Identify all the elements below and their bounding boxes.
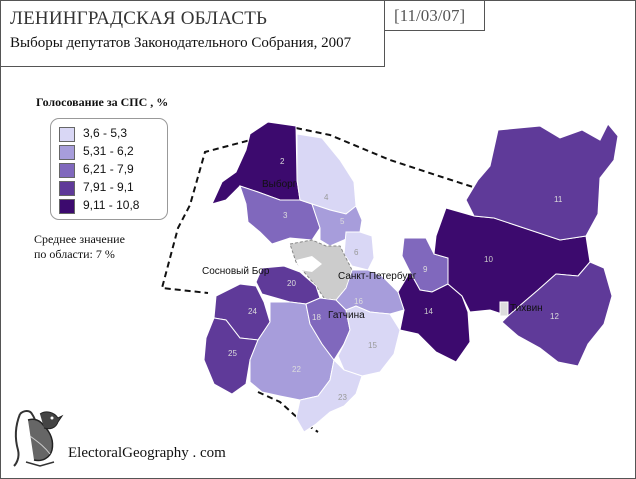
district-number-22: 22 — [292, 365, 301, 374]
city-label-sosnovy-bor: Сосновый Бор — [202, 266, 270, 277]
district-14 — [397, 271, 471, 363]
city-label-spb: Санкт-Петербург — [338, 270, 417, 282]
legend-swatch-4 — [59, 181, 75, 196]
legend-label-1: 3,6 - 5,3 — [83, 126, 128, 140]
bird-logo — [13, 410, 64, 467]
district-15 — [337, 305, 401, 377]
district-number-20: 20 — [287, 279, 296, 288]
title-box: ЛЕНИНГРАДСКАЯ ОБЛАСТЬ Выборы депутатов З… — [0, 0, 385, 67]
map-subtitle: Выборы депутатов Законодательного Собран… — [10, 35, 352, 51]
district-number-23: 23 — [338, 393, 347, 402]
dashed-border-west — [160, 127, 297, 294]
legend-label-4: 7,91 - 9,1 — [83, 180, 134, 194]
average-value: Среднее значение по области: 7 % — [34, 232, 164, 262]
legend-label-2: 5,31 - 6,2 — [83, 144, 134, 158]
dashed-border-north — [295, 127, 477, 189]
legend-title: Голосование за СПС , % — [36, 95, 169, 109]
gulf-white — [296, 256, 322, 272]
district-number-16: 16 — [354, 297, 363, 306]
district-16 — [335, 269, 405, 315]
district-number-25: 25 — [228, 349, 237, 358]
average-figure: по области: 7 % — [34, 247, 115, 261]
district-25 — [203, 317, 259, 395]
district-23 — [295, 358, 363, 433]
district-number-3: 3 — [283, 211, 288, 220]
district-number-15: 15 — [368, 341, 377, 350]
election-date: [11/03/07] — [394, 6, 466, 25]
district-number-24: 24 — [248, 307, 257, 316]
legend-swatch-3 — [59, 163, 75, 178]
district-number-11: 11 — [554, 195, 563, 204]
district-12 — [501, 261, 613, 367]
legend-label-5: 9,11 - 10,8 — [83, 198, 140, 212]
legend-label-3: 6,21 - 7,9 — [83, 162, 134, 176]
tikhvin-marker — [499, 301, 509, 317]
district-4 — [296, 133, 357, 215]
district-number-4: 4 — [324, 193, 329, 202]
average-label: Среднее значение — [34, 232, 125, 246]
district-11 — [465, 123, 619, 241]
map-title: ЛЕНИНГРАДСКАЯ ОБЛАСТЬ — [10, 8, 268, 29]
district-number-18: 18 — [312, 313, 321, 322]
district-number-5: 5 — [340, 217, 345, 226]
legend-swatch-1 — [59, 127, 75, 142]
district-number-14: 14 — [424, 307, 433, 316]
legend-swatch-2 — [59, 145, 75, 160]
city-label-vyborg: Выборг — [262, 178, 297, 190]
city-label-tikhvin: Тихвин — [510, 303, 543, 314]
district-number-12: 12 — [550, 312, 559, 321]
district-number-2: 2 — [280, 157, 285, 166]
district-number-10: 10 — [484, 255, 493, 264]
legend: 3,6 - 5,3 5,31 - 6,2 6,21 - 7,9 7,91 - 9… — [50, 118, 168, 220]
brand-text: ElectoralGeography . com — [68, 445, 226, 461]
city-label-gatchina: Гатчина — [328, 310, 365, 321]
legend-swatch-5 — [59, 199, 75, 214]
district-number-9: 9 — [423, 265, 428, 274]
date-box: [11/03/07] — [384, 0, 485, 31]
district-number-6: 6 — [354, 248, 359, 257]
